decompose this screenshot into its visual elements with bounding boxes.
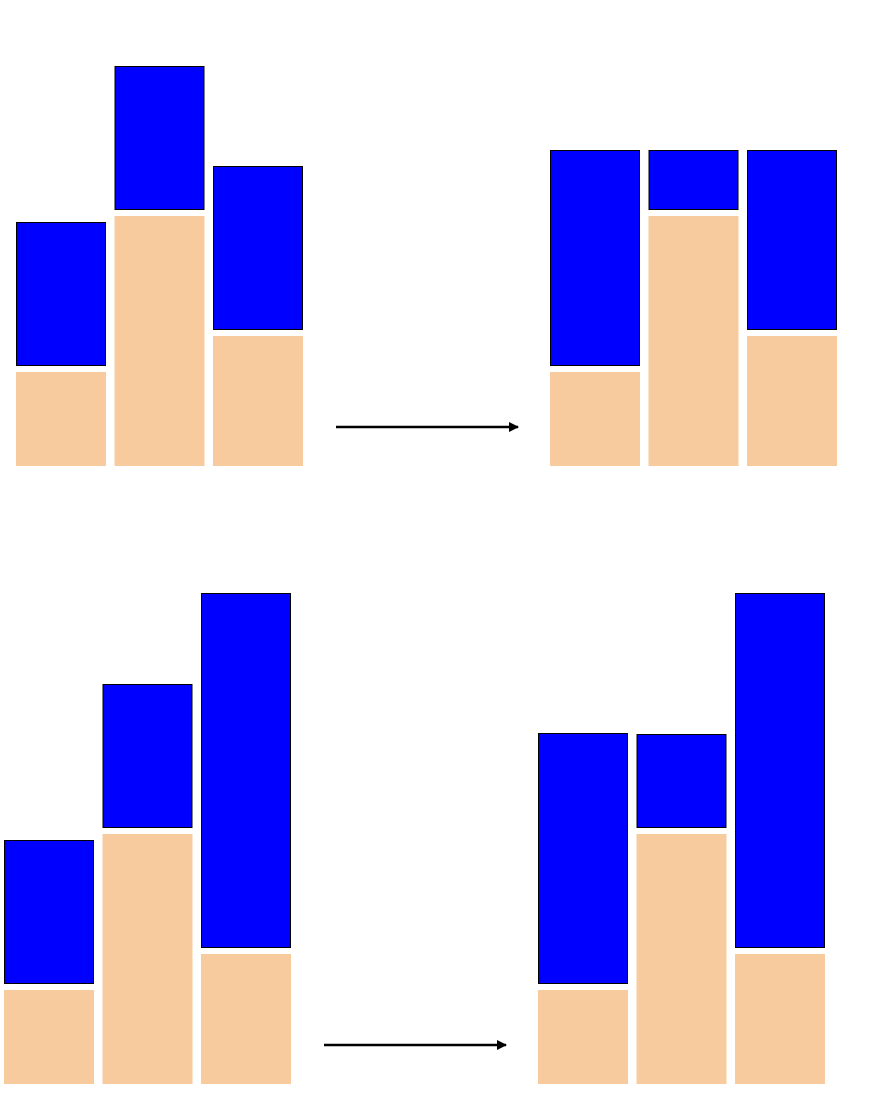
bottom-before-base-bar-1 bbox=[4, 990, 94, 1084]
top-after-base-bar-1 bbox=[550, 372, 640, 466]
bottom-after-top-bar-1 bbox=[538, 733, 628, 984]
bottom-before-base-bar-2 bbox=[102, 834, 193, 1084]
top-after-base-bar-2 bbox=[648, 216, 739, 466]
bottom-after-top-bar-3 bbox=[735, 593, 825, 948]
bottom-after-base-bar-1 bbox=[538, 990, 628, 1084]
top-before-base-bar-3 bbox=[213, 336, 303, 466]
top-after-top-bar-3 bbox=[747, 150, 837, 330]
top-before-top-bar-3 bbox=[213, 166, 303, 330]
bottom-after-base-bar-2 bbox=[636, 834, 727, 1084]
bottom-before-top-bar-1 bbox=[4, 840, 94, 984]
bottom-before-base-bar-3 bbox=[201, 954, 291, 1084]
top-before-base-bar-1 bbox=[16, 372, 106, 466]
bottom-after-base-bar-3 bbox=[735, 954, 825, 1084]
top-before-top-bar-2 bbox=[114, 66, 205, 210]
top-after-top-bar-1 bbox=[550, 150, 640, 366]
bottom-after-top-bar-2 bbox=[636, 734, 727, 828]
bottom-before-top-bar-2 bbox=[102, 684, 193, 828]
top-before-base-bar-2 bbox=[114, 216, 205, 466]
top-before-top-bar-1 bbox=[16, 222, 106, 366]
top-after-base-bar-3 bbox=[747, 336, 837, 466]
bottom-before-top-bar-3 bbox=[201, 593, 291, 948]
top-after-top-bar-2 bbox=[648, 150, 739, 210]
